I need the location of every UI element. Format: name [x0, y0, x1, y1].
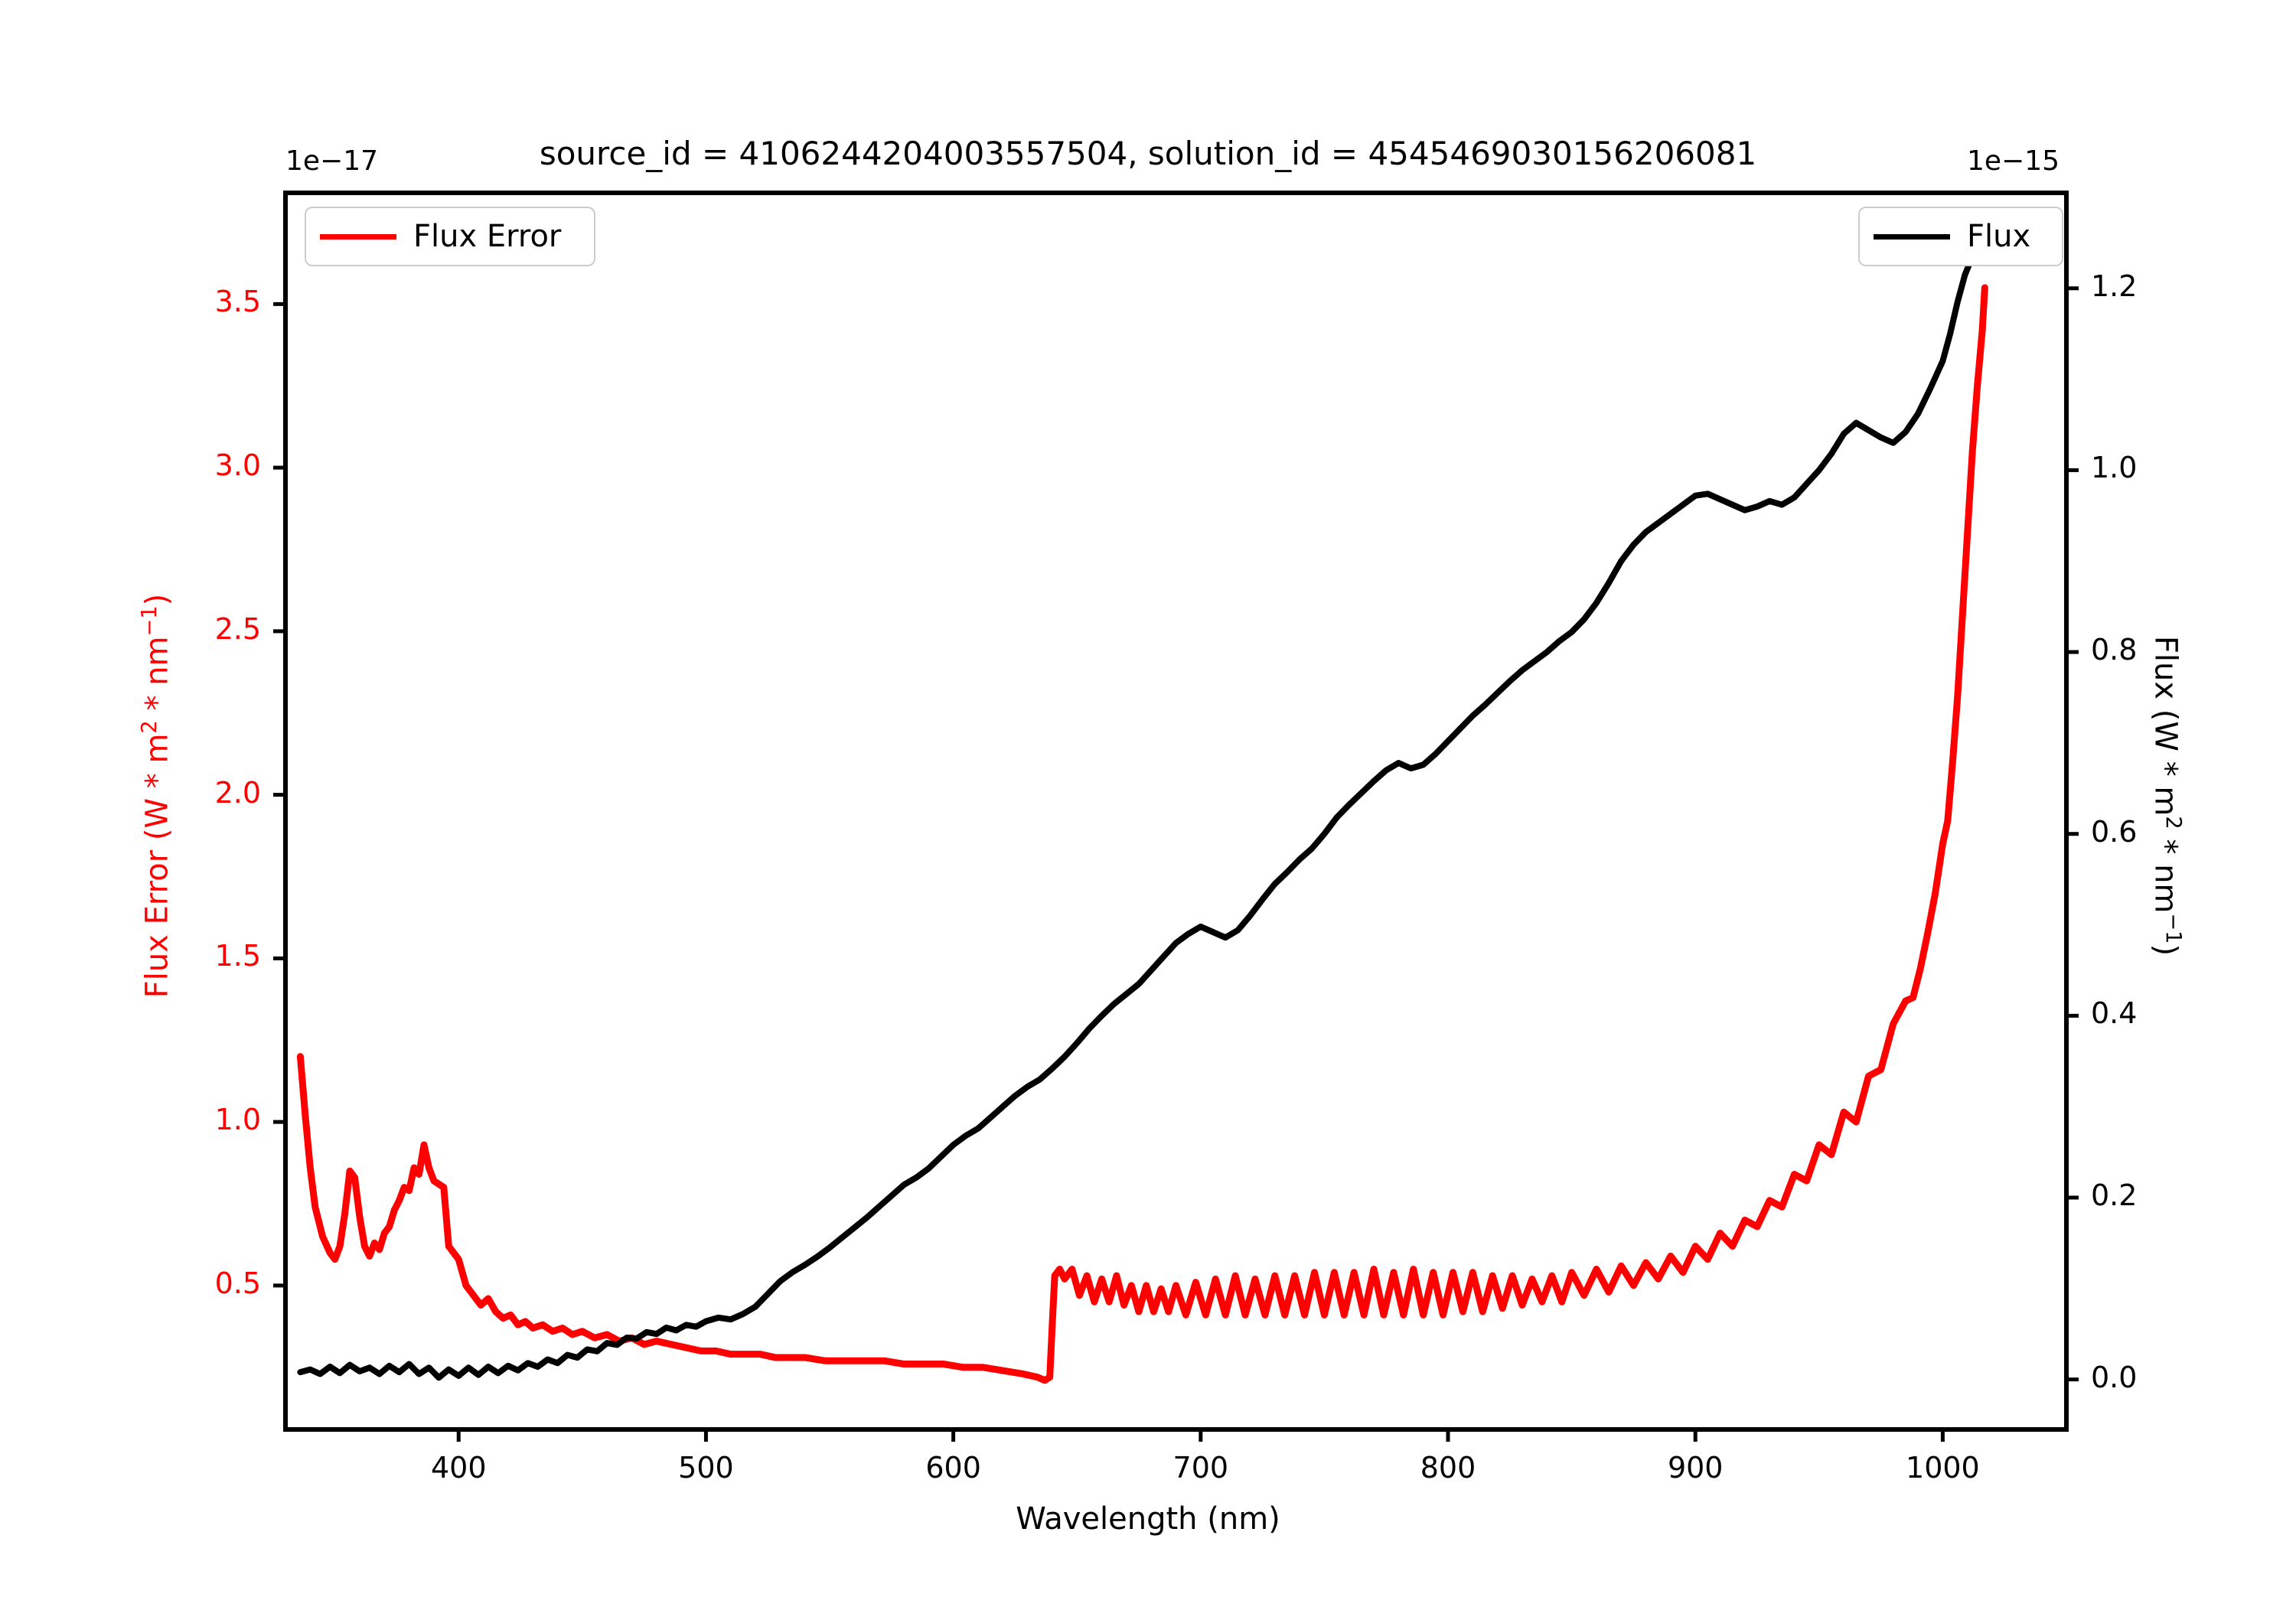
y-right-tick-label: 0.8 [2091, 633, 2138, 667]
y-right-tick-label: 0.4 [2091, 996, 2138, 1031]
flux-curve [297, 240, 1986, 1381]
legend-flux-swatch [1874, 233, 1950, 240]
plot-background [285, 193, 2066, 1429]
left-axis-exponent: 1e−17 [285, 145, 379, 177]
left-axis-label-mid: * m [139, 733, 175, 798]
y-right-tick-label: 0.0 [2091, 1360, 2138, 1394]
right-axis-exponent: 1e−15 [1967, 145, 2060, 177]
y-right-tick-label: 1.2 [2091, 269, 2138, 303]
x-tick-label: 1000 [1906, 1451, 1980, 1485]
y-left-tick-label: 3.0 [214, 448, 261, 483]
right-axis-label-sup1: 2 [2161, 816, 2185, 830]
x-axis-label: Wavelength (nm) [1016, 1501, 1280, 1537]
plot-title: source_id = 4106244204003557504, solutio… [539, 135, 1757, 172]
left-axis-label-mid2: * nm [139, 636, 175, 721]
left-axis-label-sup2: −1 [138, 605, 161, 637]
plot-frame [283, 191, 2069, 1432]
legend-flux-error-swatch [320, 233, 396, 240]
y-left-tick-label: 1.5 [214, 939, 261, 973]
legend-flux-error[interactable]: Flux Error [305, 207, 595, 266]
x-tick-label: 900 [1667, 1451, 1724, 1485]
y-right-tick-label: 1.0 [2091, 451, 2138, 485]
x-tick-label: 700 [1172, 1451, 1229, 1485]
left-axis-label: Flux Error (W * m2 * nm−1) [138, 260, 174, 1332]
y-left-tick-label: 2.5 [214, 611, 261, 646]
x-tick-label: 400 [430, 1451, 487, 1485]
x-tick-label: 800 [1420, 1451, 1476, 1485]
x-tick-label: 500 [678, 1451, 734, 1485]
y-left-tick-label: 3.5 [214, 285, 261, 319]
left-axis-label-post: ) [139, 593, 175, 606]
y-right-tick-label: 0.2 [2091, 1178, 2138, 1212]
legend-flux-label: Flux [1967, 219, 2031, 254]
y-left-tick-label: 1.0 [214, 1103, 261, 1137]
legend-flux[interactable]: Flux [1858, 207, 2063, 266]
legend-flux-error-label: Flux Error [413, 219, 562, 254]
left-axis-label-sup1: 2 [138, 720, 161, 734]
right-axis-label-sup2: −1 [2161, 913, 2185, 944]
right-axis-label-post: ) [2148, 944, 2183, 957]
right-axis-label-mid2: * nm [2148, 829, 2183, 914]
left-axis-label-pre: Flux Error (W [139, 797, 175, 999]
y-left-tick-label: 0.5 [214, 1266, 261, 1300]
y-right-tick-label: 0.6 [2091, 814, 2138, 849]
x-tick-label: 600 [925, 1451, 981, 1485]
right-axis-label-pre: Flux (W [2148, 635, 2183, 751]
y-left-tick-label: 2.0 [214, 775, 261, 810]
right-axis-label-mid: * m [2148, 751, 2183, 817]
flux-error-curve [296, 284, 1988, 1384]
right-axis-label: Flux (W * m2 * nm−1) [2148, 260, 2185, 1332]
